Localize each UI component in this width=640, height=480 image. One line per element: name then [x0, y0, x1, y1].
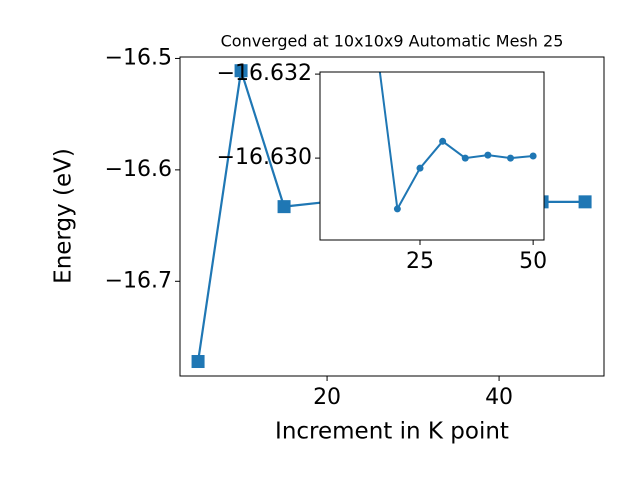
marker [529, 152, 537, 160]
marker [234, 64, 248, 78]
line [378, 72, 534, 213]
x-tick-label: 25 [406, 249, 434, 274]
x-tick-label: 50 [519, 249, 547, 274]
y-tick-label: −16.630 [217, 145, 312, 170]
marker [507, 154, 515, 162]
plot-area [320, 72, 544, 240]
chart-title: Converged at 10x10x9 Automatic Mesh 25 [221, 32, 564, 51]
marker [416, 164, 424, 172]
marker [439, 137, 447, 145]
plot-series [378, 72, 537, 213]
marker [461, 154, 469, 162]
marker [191, 355, 205, 369]
axes-frame [319, 71, 545, 241]
axes-frame [179, 56, 605, 377]
x-tick-label: 40 [485, 385, 513, 410]
marker [393, 205, 401, 213]
x-tick-label: 20 [313, 385, 341, 410]
x-axis-label: Increment in K point [275, 419, 509, 445]
y-tick-label: −16.7 [105, 268, 172, 293]
marker [484, 151, 492, 159]
y-axis-label: Energy (eV) [51, 148, 77, 284]
y-tick-label: −16.6 [105, 157, 172, 182]
y-tick-label: −16.5 [105, 45, 172, 70]
y-tick-label: −16.632 [217, 61, 312, 86]
marker [578, 195, 592, 209]
marker [277, 200, 291, 214]
